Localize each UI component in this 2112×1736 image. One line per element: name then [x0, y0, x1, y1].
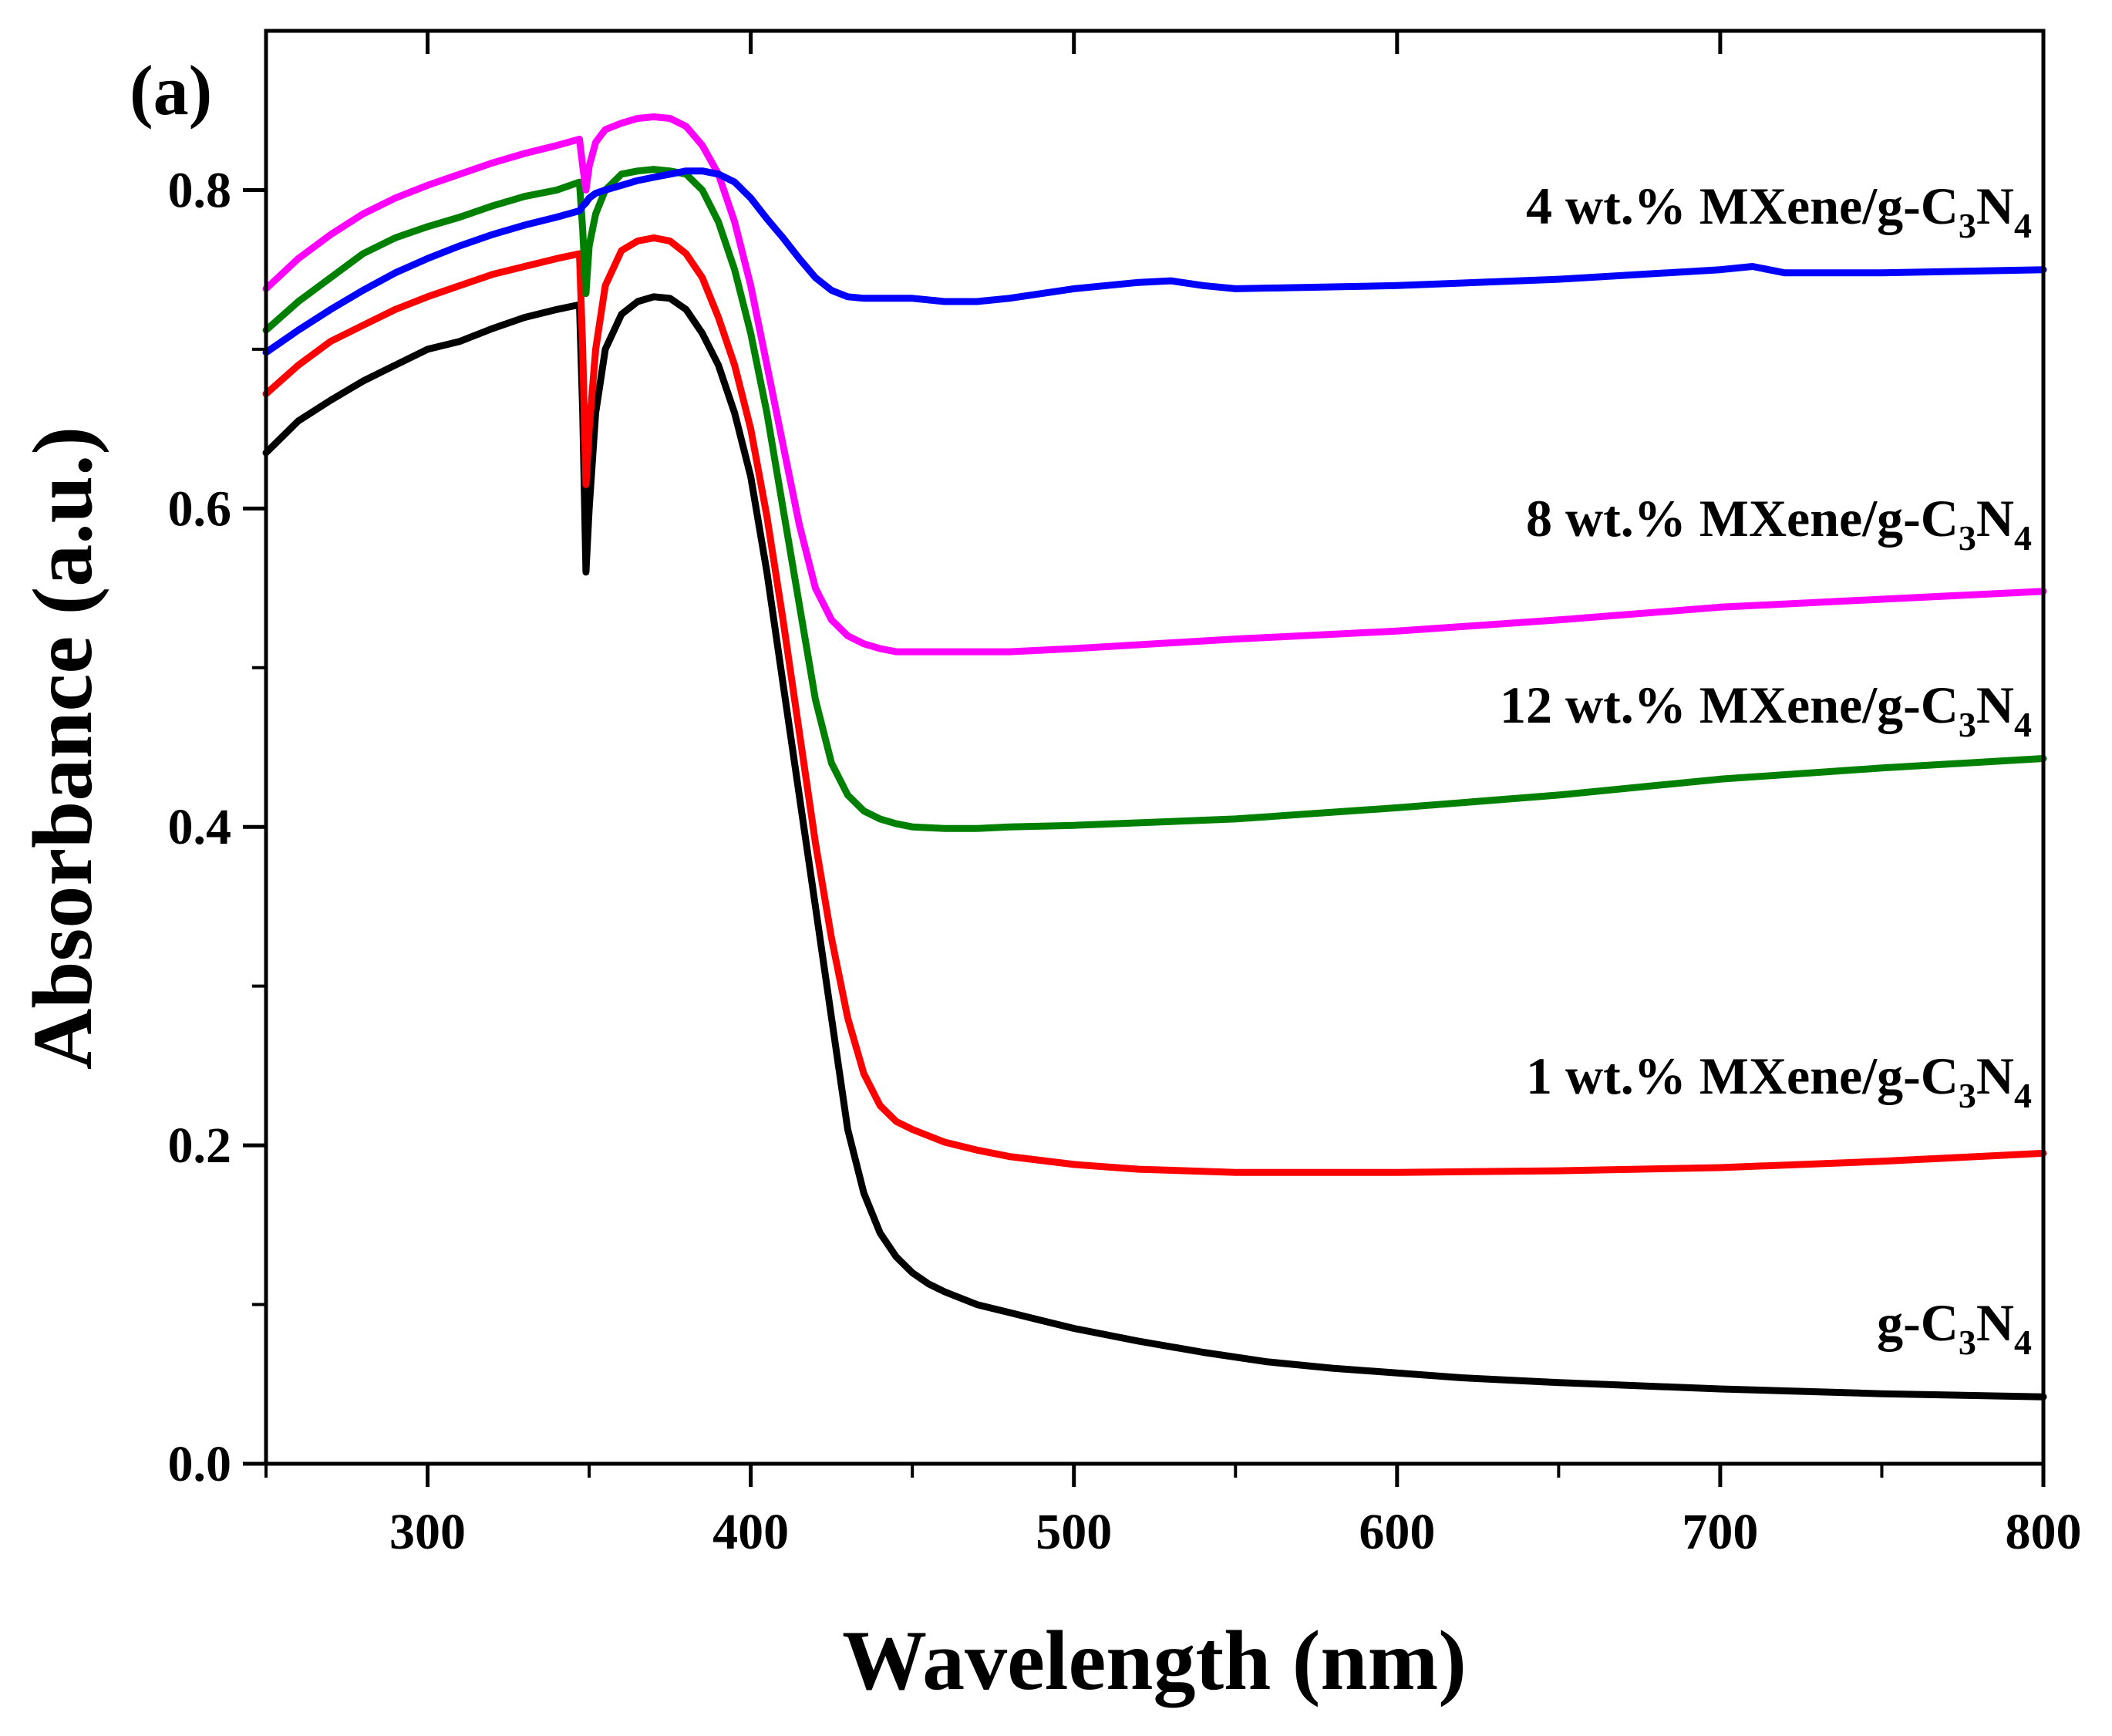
series-label-1: 1 wt.% MXene/g-C3N4 [1526, 1047, 2032, 1115]
series-line-0 [262, 293, 2047, 1401]
x-tick-label: 400 [712, 1504, 789, 1560]
plot-frame [264, 29, 2046, 1466]
panel-label: (a) [130, 51, 212, 130]
x-tick-label: 700 [1682, 1504, 1758, 1560]
series-label-2: 12 wt.% MXene/g-C3N4 [1500, 676, 2032, 744]
x-axis: 300 400 500 600 700 800 [264, 31, 2082, 1560]
x-tick-label: 500 [1036, 1504, 1112, 1560]
y-tick-label: 0.8 [168, 162, 232, 218]
y-tick-label: 0.2 [168, 1117, 232, 1174]
y-axis: 0.0 0.2 0.4 0.6 0.8 [168, 162, 266, 1492]
x-tick-label: 800 [2006, 1504, 2082, 1560]
series-layer [262, 113, 2047, 1401]
series-labels: 4 wt.% MXene/g-C3N4 8 wt.% MXene/g-C3N4 12… [1500, 177, 2032, 1362]
x-tick-label: 600 [1359, 1504, 1435, 1560]
y-tick-label: 0.4 [168, 799, 232, 855]
series-line-2 [262, 166, 2047, 832]
y-tick-label: 0.0 [168, 1436, 232, 1492]
y-axis-title: Absorbance (a.u.) [15, 426, 109, 1070]
series-line-1 [262, 234, 2047, 1176]
series-label-3: 8 wt.% MXene/g-C3N4 [1526, 489, 2032, 558]
y-tick-label: 0.6 [168, 480, 232, 537]
x-axis-title: Wavelength (nm) [842, 1613, 1467, 1707]
series-label-0: g-C3N4 [1877, 1293, 2032, 1362]
series-line-4 [262, 167, 2047, 356]
x-tick-label: 300 [389, 1504, 466, 1560]
series-label-4: 4 wt.% MXene/g-C3N4 [1526, 177, 2032, 245]
